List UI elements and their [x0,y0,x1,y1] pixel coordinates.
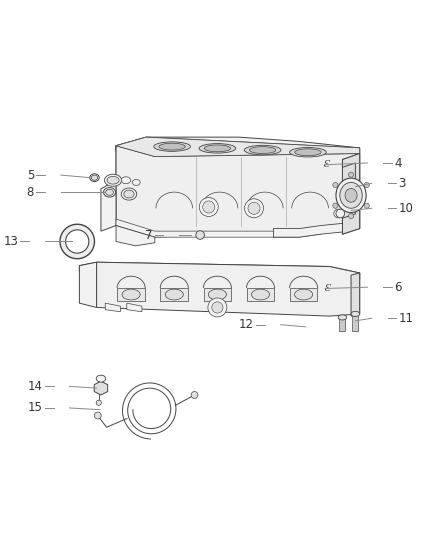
Text: 3: 3 [399,177,406,190]
Circle shape [333,203,338,208]
Text: 5: 5 [27,168,34,182]
Ellipse shape [159,143,185,150]
Polygon shape [117,288,145,301]
Polygon shape [290,288,318,301]
Text: 10: 10 [399,202,413,215]
Ellipse shape [124,190,134,198]
Circle shape [364,203,369,208]
Ellipse shape [290,148,326,157]
Polygon shape [79,262,97,308]
Text: Ɛ: Ɛ [322,160,328,169]
Polygon shape [339,317,346,331]
Ellipse shape [250,147,276,154]
Circle shape [334,209,343,218]
Ellipse shape [121,177,131,184]
Polygon shape [101,180,116,231]
Text: 11: 11 [399,312,413,325]
Polygon shape [116,225,155,246]
Ellipse shape [199,143,236,153]
Polygon shape [352,314,358,331]
Ellipse shape [90,174,99,182]
Text: 7: 7 [145,229,153,241]
Polygon shape [247,288,274,301]
Text: 12: 12 [239,318,254,331]
Circle shape [96,400,101,406]
Polygon shape [273,223,343,237]
Ellipse shape [336,178,366,213]
Ellipse shape [208,289,226,300]
Ellipse shape [106,189,113,196]
Polygon shape [116,146,360,237]
Text: 15: 15 [28,401,43,415]
Text: 14: 14 [28,380,43,393]
Circle shape [196,231,205,239]
Polygon shape [127,303,142,312]
Polygon shape [116,137,360,154]
Text: 8: 8 [27,186,34,199]
Ellipse shape [204,145,230,152]
Ellipse shape [165,289,184,300]
Circle shape [199,198,218,216]
Polygon shape [97,262,360,316]
Polygon shape [94,381,108,395]
Circle shape [60,224,95,259]
Circle shape [208,298,227,317]
Text: 6: 6 [394,281,402,294]
Ellipse shape [154,142,191,151]
Circle shape [248,202,260,214]
Ellipse shape [132,180,140,185]
Ellipse shape [244,146,281,155]
Circle shape [349,213,353,219]
Ellipse shape [91,175,98,180]
Polygon shape [116,219,321,237]
Circle shape [191,392,198,399]
Ellipse shape [104,174,122,187]
Polygon shape [116,146,155,237]
Circle shape [349,172,353,177]
Circle shape [203,201,215,213]
Polygon shape [79,262,360,279]
Ellipse shape [122,289,140,300]
Ellipse shape [121,188,137,200]
Ellipse shape [351,311,360,317]
Ellipse shape [295,149,321,156]
Polygon shape [116,137,360,154]
Ellipse shape [345,189,357,202]
Ellipse shape [295,289,313,300]
Ellipse shape [340,182,362,208]
Text: 4: 4 [394,157,402,169]
Polygon shape [160,288,188,301]
Ellipse shape [251,289,269,300]
Ellipse shape [107,176,119,184]
Ellipse shape [103,188,116,197]
Polygon shape [343,154,360,234]
Ellipse shape [96,375,106,382]
Circle shape [66,230,89,253]
Polygon shape [351,273,360,316]
Text: Ɛ: Ɛ [323,284,329,293]
Circle shape [333,182,338,188]
Polygon shape [116,137,360,157]
Text: 13: 13 [3,235,18,248]
Ellipse shape [338,315,347,320]
Polygon shape [105,303,120,312]
Circle shape [364,182,369,188]
Circle shape [212,302,223,313]
Circle shape [94,412,101,419]
Polygon shape [204,288,231,301]
Circle shape [244,199,264,218]
Polygon shape [343,154,360,234]
Circle shape [336,209,345,218]
